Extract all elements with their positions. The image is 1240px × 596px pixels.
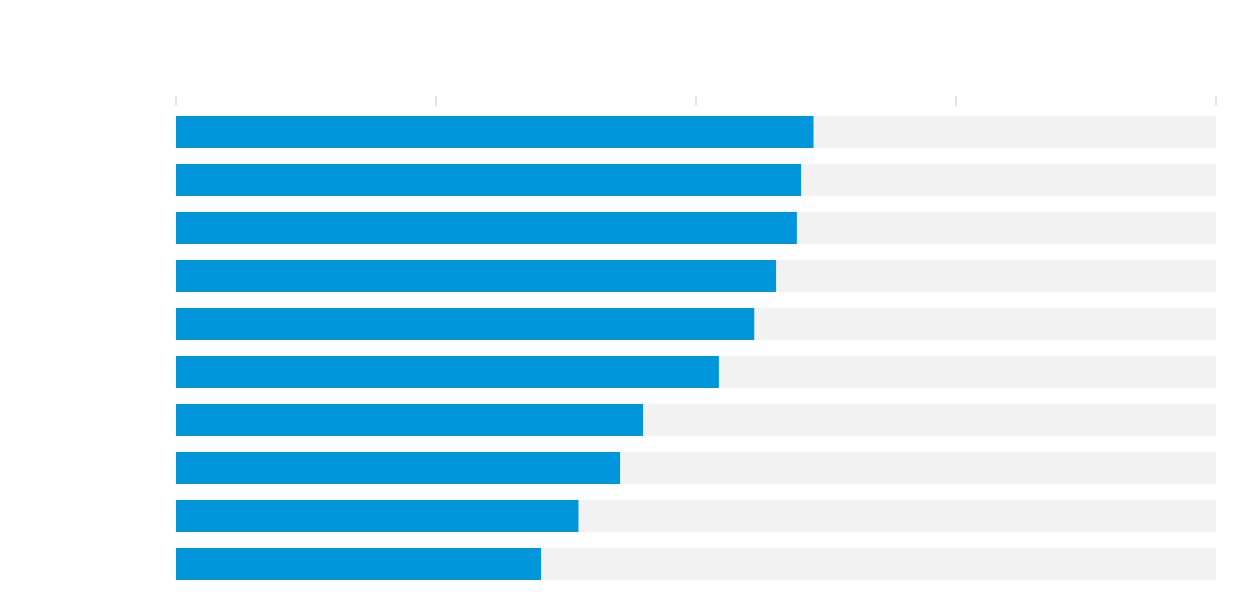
bar	[176, 212, 797, 244]
bar	[176, 308, 755, 340]
bar	[176, 452, 621, 484]
bar	[176, 356, 719, 388]
bar	[176, 404, 643, 436]
bar	[176, 548, 542, 580]
bar	[176, 260, 777, 292]
bar	[176, 164, 802, 196]
bar	[176, 116, 814, 148]
bar	[176, 500, 579, 532]
